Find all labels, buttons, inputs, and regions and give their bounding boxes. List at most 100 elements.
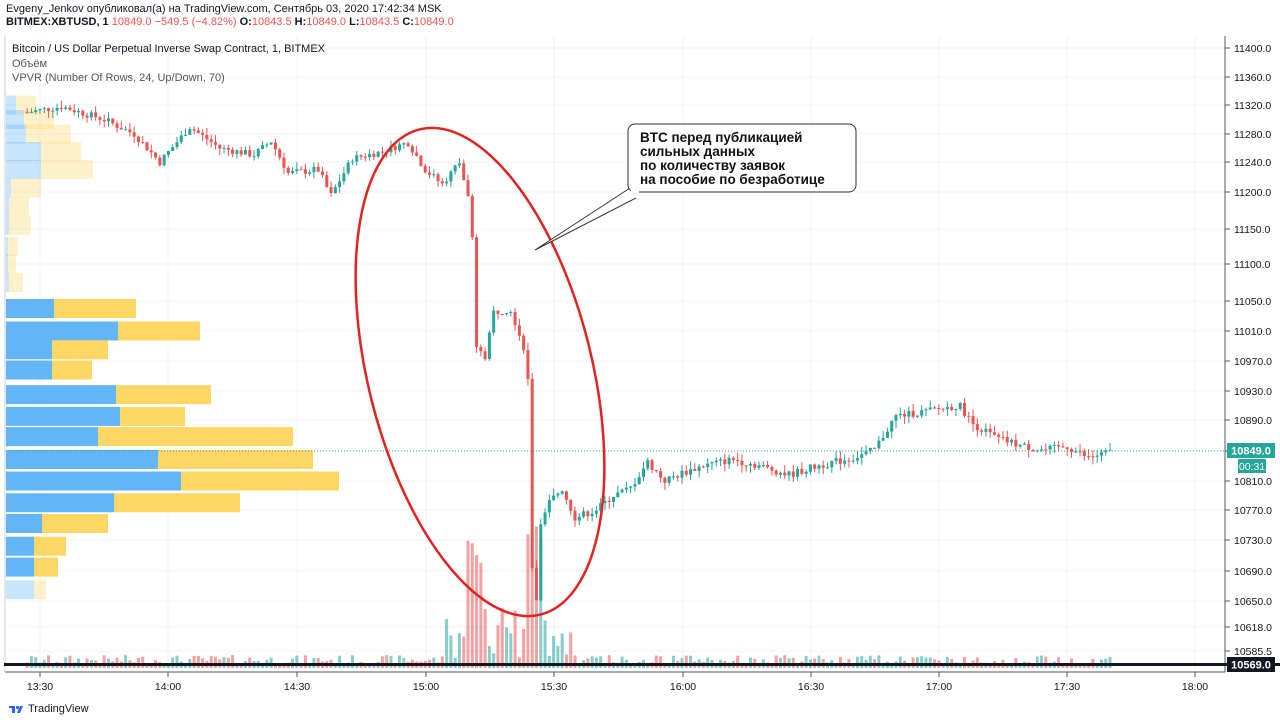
volume-bar (590, 656, 594, 668)
vp-row-up (6, 449, 158, 469)
volume-bar (868, 655, 872, 668)
vp-row-down (34, 536, 66, 556)
volume-bar (945, 656, 949, 668)
candle-body (800, 468, 804, 474)
volume-bar (539, 540, 543, 668)
vp-row-down (26, 124, 71, 144)
candle-body (680, 470, 684, 478)
candle-body (509, 312, 513, 314)
y-tick-label: 10970.0 (1234, 356, 1272, 368)
volume-bar (303, 655, 307, 668)
candle-body (1082, 451, 1086, 457)
vp-row-up (6, 514, 42, 533)
volume-bar (248, 657, 252, 668)
volume-bar (915, 657, 919, 668)
candle-body (338, 181, 342, 188)
volume-bar (920, 656, 924, 668)
volume-bar (684, 655, 688, 668)
volume-bar (1044, 656, 1048, 668)
candle-body (243, 150, 247, 155)
candle-body (299, 169, 303, 171)
candle-body (427, 172, 431, 175)
candle-body (714, 460, 718, 463)
volume-bar (560, 633, 564, 668)
vp-row-down (54, 299, 136, 318)
candle-body (29, 111, 33, 113)
candle-body (778, 472, 782, 475)
volume-bar (962, 656, 966, 668)
vp-row-up (6, 160, 41, 179)
low-line (4, 663, 1280, 666)
callout-box (627, 123, 857, 193)
volume-bar (778, 657, 782, 668)
candle-body (51, 110, 55, 112)
candle-body (218, 144, 222, 149)
candle-body (727, 457, 731, 465)
vp-row-down (8, 254, 16, 274)
volume-bar (1014, 657, 1018, 668)
volume-indicator-label[interactable]: Объём (12, 58, 48, 70)
candle-body (1052, 444, 1056, 446)
vp-row-down (181, 471, 339, 491)
y-tick-label: 11240.0 (1234, 157, 1271, 169)
candle-body (1108, 449, 1112, 451)
low-value: 10843.5 (359, 16, 400, 28)
volume-bar (1035, 656, 1039, 668)
candle-body (808, 464, 812, 472)
candle-body (115, 123, 119, 128)
volume-bar (838, 656, 842, 668)
annotation-line-1: BTC перед публикацией (640, 130, 802, 145)
candle-body (894, 415, 898, 421)
candle-body (1022, 443, 1026, 445)
candle-body (261, 145, 265, 150)
candle-body (564, 491, 568, 500)
candle-body (470, 196, 474, 238)
candle-body (907, 410, 911, 417)
vp-row-up (6, 299, 54, 318)
volume-bar (470, 543, 474, 668)
candle-body (1091, 456, 1095, 458)
candle-body (239, 150, 243, 155)
volume-bar (736, 655, 740, 668)
y-tick-label: 10890.0 (1234, 415, 1272, 427)
candle-body (286, 167, 290, 173)
volume-bar (115, 657, 119, 668)
volume-bar (34, 657, 38, 668)
volume-bar (487, 645, 491, 668)
candle-body (791, 471, 795, 477)
publish-text: Evgeny_Jenkov опубликовал(а) на TradingV… (6, 3, 442, 15)
candle-body (920, 410, 924, 416)
volume-bar (877, 655, 881, 668)
candle-body (273, 142, 277, 150)
volume-bar (855, 656, 859, 668)
y-tick-label: 10930.0 (1234, 386, 1272, 398)
volume-bar (530, 552, 534, 668)
footer[interactable]: TradingView (8, 703, 89, 715)
volume-bar (29, 656, 33, 668)
candle-body (453, 165, 457, 172)
candle-body (984, 428, 988, 432)
vpvr-indicator-label[interactable]: VPVR (Number Of Rows, 24, Up/Down, 70) (12, 72, 225, 84)
candle-body (796, 468, 800, 477)
volume-bar (543, 620, 547, 668)
candle-body (599, 503, 603, 511)
vp-row-up (6, 427, 98, 447)
candle-body (149, 150, 153, 153)
candle-body (226, 147, 230, 150)
volume-bar (594, 657, 598, 668)
candle-body (911, 410, 915, 417)
annotation-line-3: по количеству заявок (640, 158, 785, 173)
volume-bar (68, 655, 72, 668)
volume-bar (500, 608, 504, 668)
volume-bar (1078, 664, 1082, 668)
candle-body (333, 187, 337, 194)
candle-body (102, 119, 106, 122)
volume-bar (145, 664, 149, 668)
volume-bar (1108, 656, 1112, 668)
candle-body (1014, 439, 1018, 447)
candle-body (291, 170, 295, 173)
candle-body (881, 437, 885, 441)
candle-body (38, 108, 42, 111)
candle-body (449, 171, 453, 182)
